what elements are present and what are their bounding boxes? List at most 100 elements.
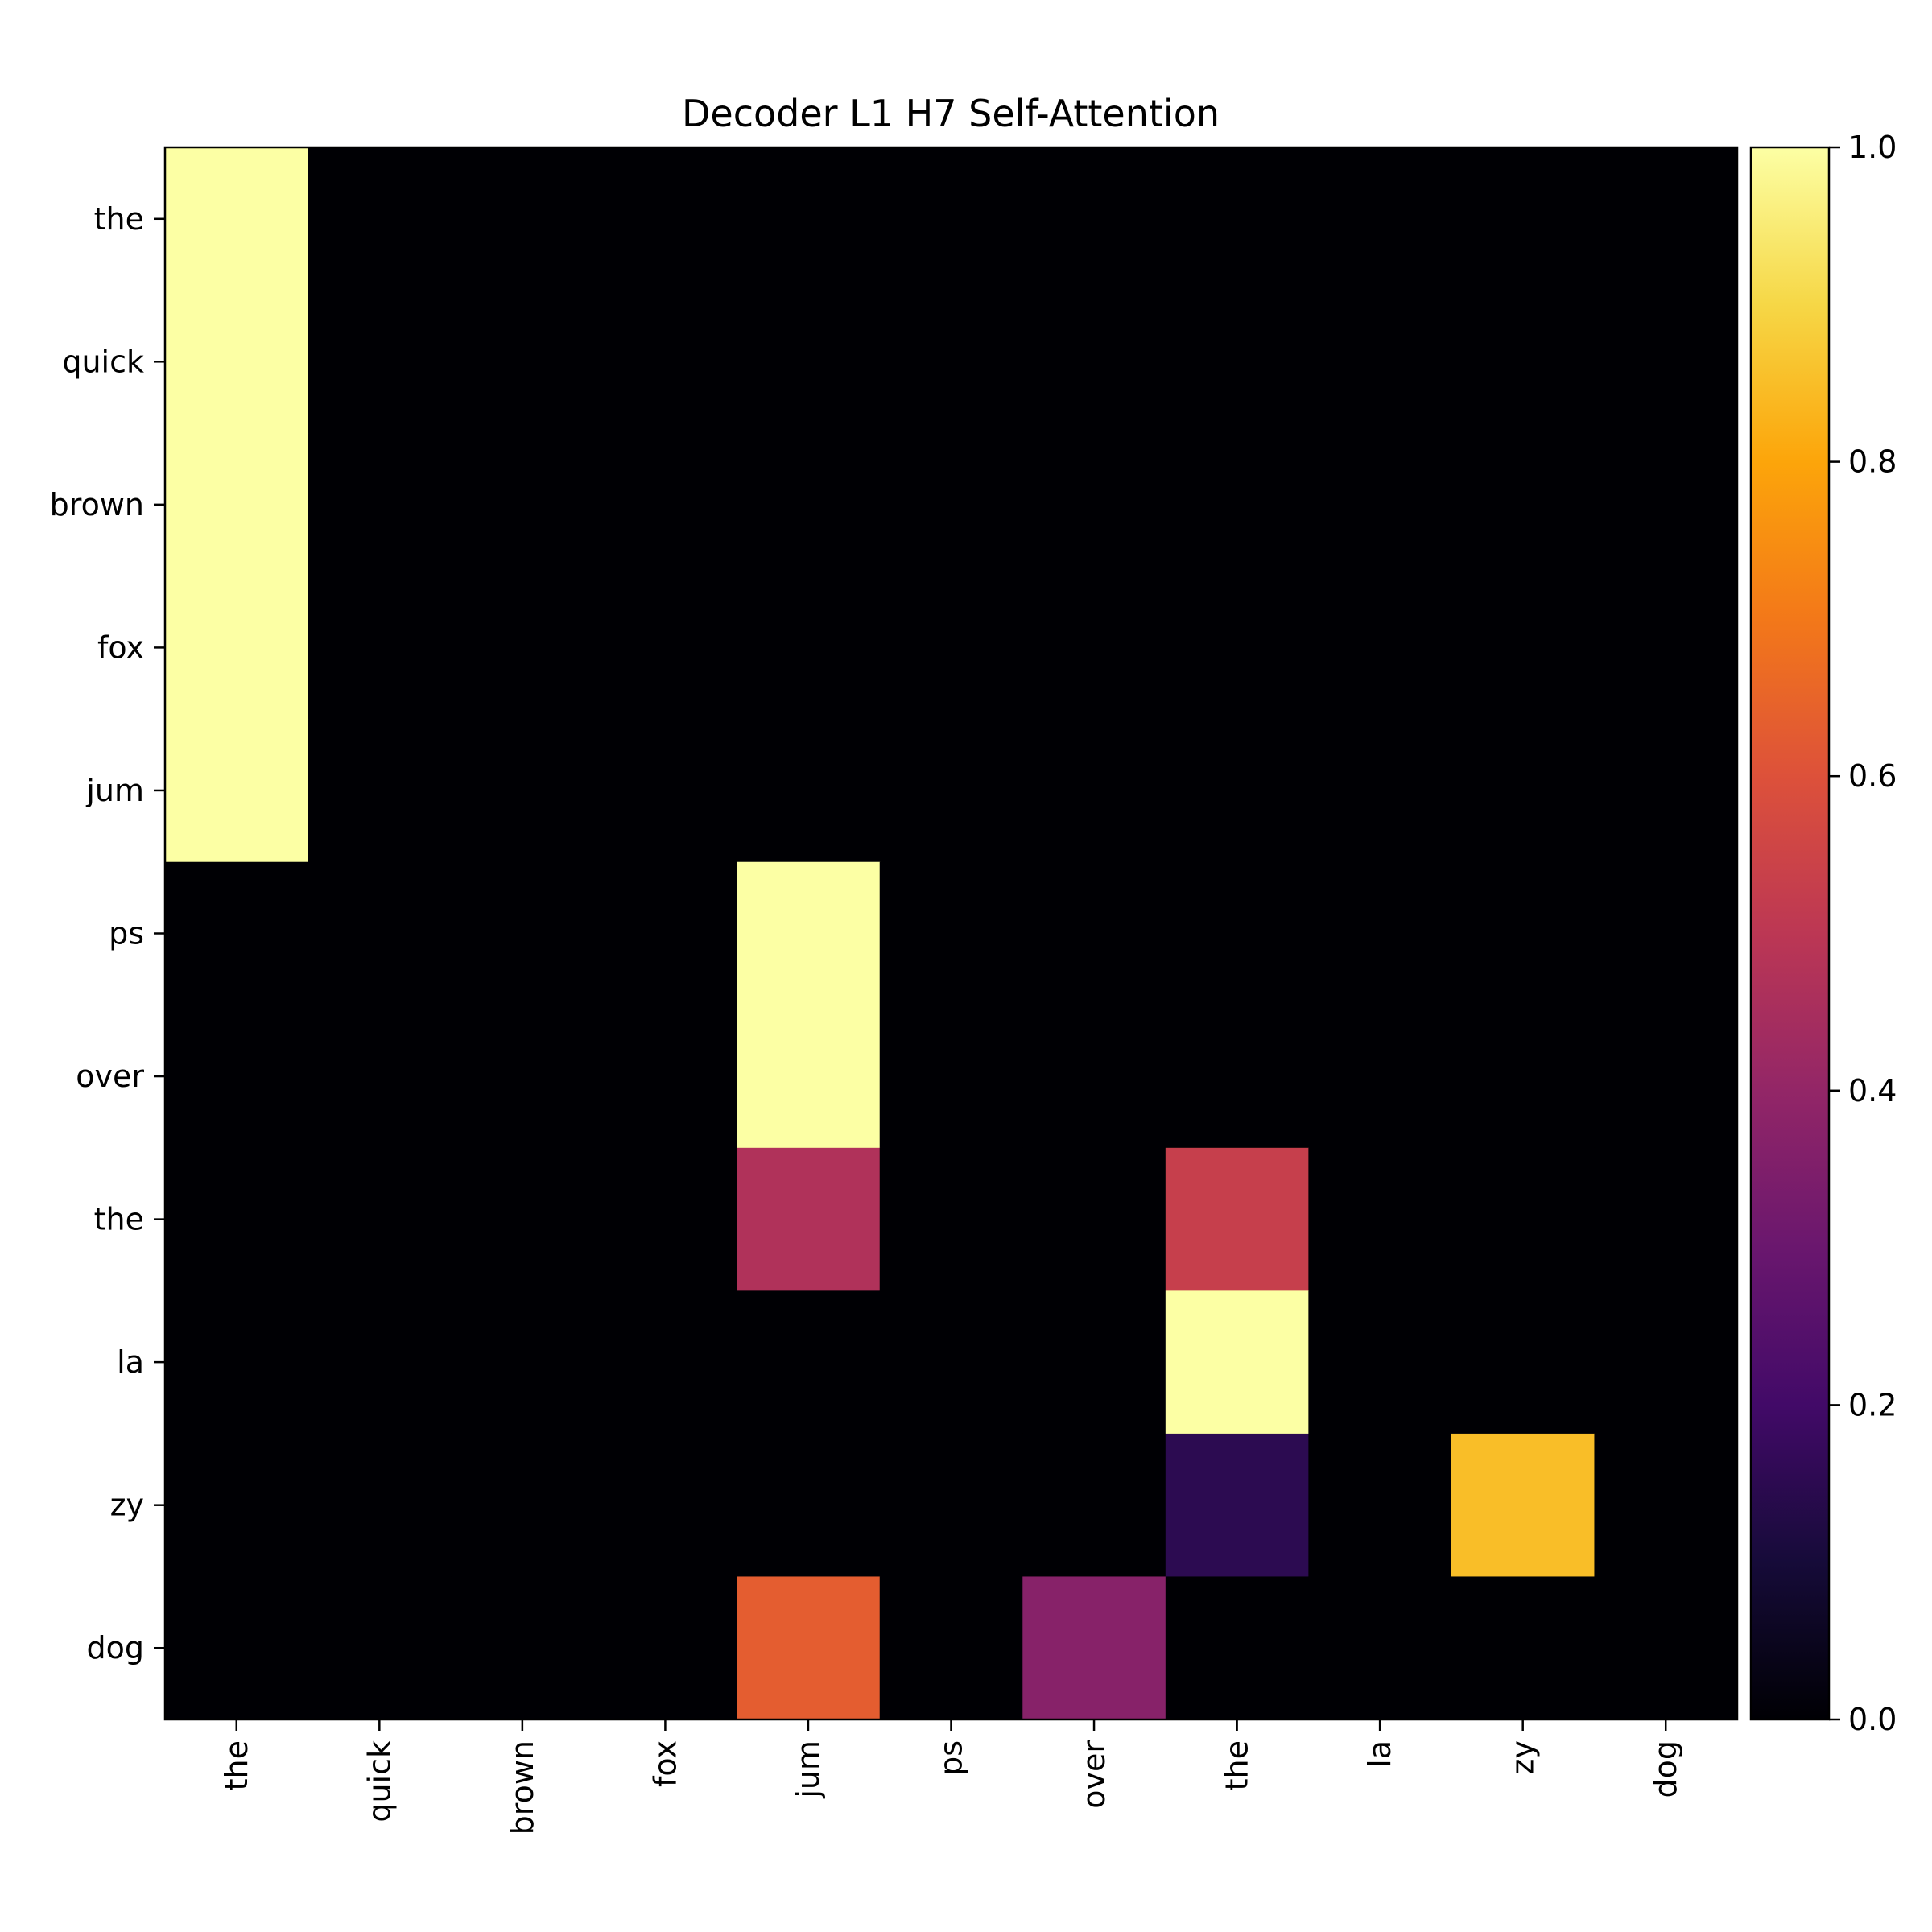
- y-tick-label: fox: [97, 630, 144, 665]
- heatmap-cell: [165, 1005, 309, 1149]
- heatmap-cell: [165, 1576, 309, 1720]
- heatmap-cell: [737, 719, 881, 863]
- heatmap-cell: [1308, 290, 1452, 434]
- heatmap-cell: [1165, 147, 1309, 291]
- heatmap-cell: [451, 290, 595, 434]
- heatmap-cell: [308, 861, 452, 1005]
- heatmap-cell: [165, 433, 309, 577]
- heatmap-cell: [451, 1147, 595, 1291]
- heatmap-cell: [593, 1147, 737, 1291]
- heatmap-cell: [165, 719, 309, 863]
- y-tick-label: la: [117, 1344, 144, 1380]
- heatmap-cell: [1308, 1433, 1452, 1578]
- heatmap-cell: [1022, 1576, 1166, 1720]
- heatmap-cell: [165, 1433, 309, 1578]
- colorbar-frame: [1749, 146, 1831, 1721]
- heatmap-cell: [1594, 290, 1738, 434]
- heatmap-cell: [593, 1290, 737, 1435]
- heatmap-cell: [879, 719, 1023, 863]
- colorbar-tick-label: 0.2: [1848, 1387, 1897, 1422]
- heatmap-cell: [1594, 1433, 1738, 1578]
- heatmap-cell: [308, 576, 452, 720]
- heatmap-cell: [1022, 719, 1166, 863]
- heatmap-cell: [1594, 1005, 1738, 1149]
- heatmap-cell: [1594, 433, 1738, 577]
- heatmap-cell: [1451, 576, 1596, 720]
- heatmap-cell: [1308, 719, 1452, 863]
- heatmap-cell: [308, 719, 452, 863]
- heatmap-cell: [737, 147, 881, 291]
- heatmap-cell: [451, 433, 595, 577]
- x-tick-label: dog: [1648, 1740, 1683, 1798]
- heatmap-cell: [165, 576, 309, 720]
- heatmap-cell: [1165, 1433, 1309, 1578]
- heatmap-cell: [1022, 1290, 1166, 1435]
- heatmap-cell: [737, 1290, 881, 1435]
- heatmap-cell: [1308, 1147, 1452, 1291]
- heatmap-cell: [451, 1433, 595, 1578]
- heatmap-cell: [165, 290, 309, 434]
- heatmap-cell: [737, 861, 881, 1005]
- heatmap-cells: [165, 147, 1738, 1720]
- heatmap-cell: [879, 1290, 1023, 1435]
- heatmap-cell: [879, 290, 1023, 434]
- heatmap-cell: [593, 1005, 737, 1149]
- x-tick-label: la: [1362, 1740, 1397, 1768]
- y-tick-label: jum: [85, 773, 144, 808]
- heatmap-cell: [879, 1005, 1023, 1149]
- colorbar-tick-label: 0.6: [1848, 758, 1897, 794]
- heatmap-cell: [737, 1576, 881, 1720]
- heatmap-cell: [1451, 861, 1596, 1005]
- heatmap-cell: [1308, 433, 1452, 577]
- heatmap-cell: [451, 719, 595, 863]
- heatmap-cell: [165, 861, 309, 1005]
- x-tick-label: ps: [934, 1740, 969, 1776]
- heatmap-cell: [165, 1147, 309, 1291]
- heatmap-cell: [451, 576, 595, 720]
- heatmap-cell: [1451, 433, 1596, 577]
- heatmap-cell: [1022, 147, 1166, 291]
- heatmap-cell: [1308, 1576, 1452, 1720]
- heatmap-cell: [451, 1005, 595, 1149]
- heatmap-cell: [1594, 1147, 1738, 1291]
- heatmap-cell: [165, 1290, 309, 1435]
- colorbar-tick-label: 1.0: [1848, 130, 1897, 165]
- heatmap-cell: [1594, 861, 1738, 1005]
- y-tick-label: the: [94, 1202, 144, 1237]
- heatmap-cell: [879, 576, 1023, 720]
- heatmap-cell: [308, 1290, 452, 1435]
- heatmap-cell: [308, 1147, 452, 1291]
- x-tick-label: the: [1220, 1740, 1255, 1790]
- heatmap-cell: [1022, 861, 1166, 1005]
- heatmap-cell: [593, 433, 737, 577]
- heatmap-cell: [593, 1576, 737, 1720]
- x-tick-label: over: [1076, 1740, 1112, 1809]
- x-tick-label: zy: [1505, 1740, 1541, 1774]
- x-tick-label: brown: [505, 1740, 540, 1835]
- heatmap-cell: [1165, 290, 1309, 434]
- heatmap-cell: [1022, 433, 1166, 577]
- heatmap-cell: [451, 1290, 595, 1435]
- heatmap-cell: [593, 576, 737, 720]
- heatmap-cell: [593, 147, 737, 291]
- chart-title: Decoder L1 H7 Self-Attention: [682, 92, 1220, 135]
- heatmap-cell: [1451, 1576, 1596, 1720]
- colorbar-tick-label: 0.8: [1848, 444, 1897, 480]
- y-axis-ticks: the quick brown fox jum ps over the la zy dog: [50, 201, 165, 1666]
- heatmap-cell: [1165, 1290, 1309, 1435]
- heatmap-cell: [1165, 576, 1309, 720]
- heatmap-cell: [593, 290, 737, 434]
- heatmap-cell: [1594, 1290, 1738, 1435]
- heatmap-cell: [1165, 1005, 1309, 1149]
- heatmap-cell: [1594, 719, 1738, 863]
- heatmap-cell: [308, 1433, 452, 1578]
- colorbar-ticks: 0.0 0.2 0.4 0.6 0.8 1.0: [1829, 130, 1897, 1737]
- heatmap-cell: [593, 861, 737, 1005]
- heatmap-cell: [1451, 1290, 1596, 1435]
- heatmap-cell: [593, 719, 737, 863]
- heatmap-cell: [737, 1147, 881, 1291]
- heatmap-cell: [1165, 719, 1309, 863]
- heatmap-cell: [737, 576, 881, 720]
- heatmap-cell: [1022, 1147, 1166, 1291]
- heatmap-cell: [308, 433, 452, 577]
